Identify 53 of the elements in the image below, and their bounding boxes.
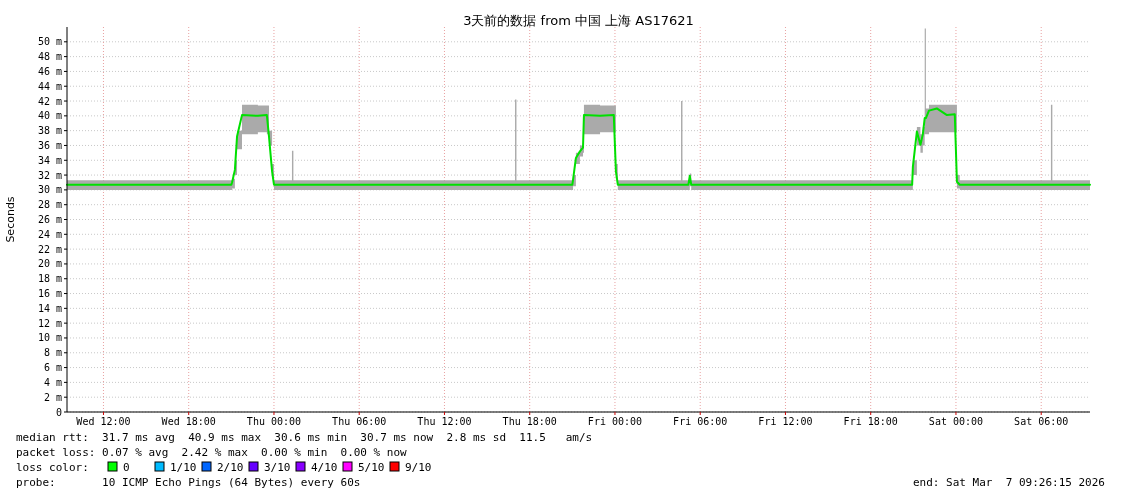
y-tick-label: 6 m	[43, 362, 62, 374]
y-tick-label: 22 m	[37, 243, 62, 255]
y-tick-label: 28 m	[37, 199, 62, 211]
x-tick-label: Sat 00:00	[928, 416, 984, 427]
y-axis-title: Seconds	[4, 196, 17, 243]
y-tick-label: 42 m	[37, 95, 62, 107]
y-tick-label: 2 m	[43, 391, 62, 403]
y-tick-label: 48 m	[37, 51, 62, 63]
text: 5/10	[358, 461, 385, 474]
text: end: Sat Mar 7 09:26:15 2026	[912, 476, 1105, 489]
x-tick-label: Fri 00:00	[587, 416, 643, 427]
y-tick-label: 30 m	[37, 184, 62, 196]
x-tick-label: Wed 18:00	[161, 416, 216, 427]
y-tick-label: 38 m	[37, 125, 62, 137]
y-tick-label: 16 m	[37, 288, 62, 300]
x-tick-label: Thu 12:00	[417, 416, 472, 427]
y-tick-label: 18 m	[37, 273, 62, 285]
y-tick-label: 14 m	[37, 302, 62, 314]
x-tick-label: Wed 12:00	[76, 416, 131, 427]
x-tick-label: Fri 06:00	[673, 416, 728, 427]
text: packet loss: 0.07 % avg 2.42 % max 0.00 % min 0.00 % now	[16, 446, 408, 459]
text: 2/10	[217, 461, 244, 474]
y-tick-label: 46 m	[37, 65, 62, 77]
text: 3/10	[264, 461, 291, 474]
y-tick-label: 40 m	[37, 110, 62, 122]
x-tick-label: Fri 12:00	[758, 416, 813, 427]
x-tick-label: Thu 06:00	[332, 416, 387, 427]
text: loss color:	[16, 461, 89, 474]
y-tick-label: 34 m	[37, 154, 62, 166]
y-tick-label: 20 m	[37, 258, 62, 270]
y-tick-label: 4 m	[43, 376, 62, 388]
y-tick-label: 36 m	[37, 139, 62, 151]
y-tick-label: 32 m	[37, 169, 62, 181]
text: 4/10	[311, 461, 338, 474]
text: probe: 10 ICMP Echo Pings (64 Bytes) every 60s	[16, 476, 361, 489]
text: 9/10	[405, 461, 432, 474]
y-tick-label: 44 m	[37, 80, 62, 92]
y-tick-label: 0	[55, 406, 62, 418]
text: 0	[123, 461, 130, 474]
y-tick-label: 50 m	[37, 36, 62, 48]
text: median rtt: 31.7 ms avg 40.9 ms max 30.6 ms min 30.7 ms now 2.8 ms sd 11.5 am/s	[16, 431, 593, 444]
y-tick-label: 12 m	[37, 317, 62, 329]
y-tick-label: 24 m	[37, 228, 62, 240]
x-tick-label: Thu 00:00	[246, 416, 302, 427]
x-tick-label: Thu 18:00	[502, 416, 557, 427]
x-tick-label: Sat 06:00	[1014, 416, 1069, 427]
x-tick-label: Fri 18:00	[843, 416, 898, 427]
y-tick-label: 26 m	[37, 214, 62, 225]
y-tick-label: 10 m	[37, 332, 62, 344]
chart-title: 3天前的数据 from 中国 上海 AS17621	[463, 13, 694, 28]
text: 1/10	[170, 461, 197, 474]
line-series	[66, 107, 1091, 186]
y-tick-label: 8 m	[43, 347, 62, 359]
